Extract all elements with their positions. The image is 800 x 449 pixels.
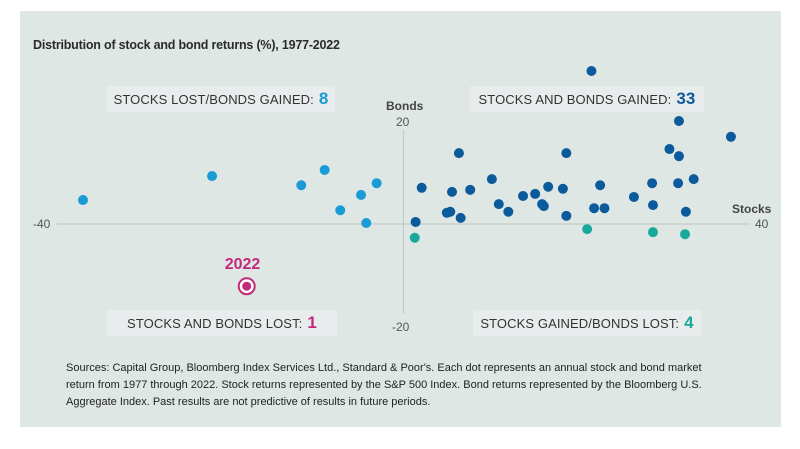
data-point <box>486 174 497 185</box>
data-point <box>207 171 218 182</box>
data-point <box>561 148 572 159</box>
data-point <box>586 66 597 76</box>
data-point <box>453 148 464 159</box>
data-point <box>518 190 529 201</box>
data-point <box>664 144 675 155</box>
data-point <box>543 181 554 192</box>
quadrant-label-text: STOCKS AND BONDS LOST: <box>127 315 303 331</box>
data-point <box>599 203 610 214</box>
y-tick-label: -20 <box>392 320 410 334</box>
data-point <box>680 229 691 240</box>
quadrant-label-text: STOCKS LOST/BONDS GAINED: <box>113 91 314 107</box>
data-point <box>538 201 549 212</box>
quadrant-label-text: STOCKS GAINED/BONDS LOST: <box>480 315 680 331</box>
quadrant-label-top-right: STOCKS AND BONDS GAINED: 33 <box>470 86 704 112</box>
x-tick-label: -40 <box>33 217 51 231</box>
data-point <box>409 232 420 243</box>
data-point <box>589 203 600 214</box>
data-points <box>77 66 736 296</box>
data-point <box>416 182 427 193</box>
data-point <box>493 199 504 210</box>
quadrant-label-bottom-left: STOCKS AND BONDS LOST: 1 <box>107 310 337 336</box>
footnote: Sources: Capital Group, Bloomberg Index … <box>66 362 702 408</box>
data-point <box>680 206 691 217</box>
data-point <box>335 205 346 216</box>
x-axis-title: Stocks <box>732 202 772 216</box>
chart-title: Distribution of stock and bond returns (… <box>33 38 340 52</box>
data-point <box>557 183 568 194</box>
quadrant-label-text: STOCKS AND BONDS GAINED: <box>478 91 672 107</box>
quadrant-count: 8 <box>318 89 329 108</box>
data-point <box>688 174 699 185</box>
data-point <box>503 206 514 217</box>
data-point <box>595 180 606 191</box>
data-point <box>371 178 382 189</box>
x-tick-label: 40 <box>755 217 769 231</box>
data-point <box>647 227 658 238</box>
data-point <box>673 151 684 162</box>
data-point <box>673 115 684 126</box>
data-point <box>445 206 456 217</box>
y-tick-label: 20 <box>396 115 410 129</box>
data-point <box>582 224 593 235</box>
quadrant-count: 1 <box>307 313 317 332</box>
data-point <box>628 191 639 202</box>
data-point <box>296 180 307 191</box>
data-point <box>410 216 421 227</box>
data-point <box>77 195 88 206</box>
quadrant-label-bottom-right: STOCKS GAINED/BONDS LOST: 4 <box>473 310 701 336</box>
data-point <box>530 188 541 199</box>
data-point <box>465 184 476 195</box>
data-point <box>725 131 736 142</box>
chart-panel <box>20 11 781 427</box>
quadrant-count: 4 <box>684 313 694 332</box>
data-point <box>455 212 466 223</box>
data-point <box>319 164 330 175</box>
quadrant-label-top-left: STOCKS LOST/BONDS GAINED: 8 <box>107 86 335 112</box>
data-point-2022 <box>242 281 252 291</box>
quadrant-count: 33 <box>676 89 696 108</box>
data-point <box>356 189 367 200</box>
data-point <box>647 178 658 189</box>
data-point <box>647 200 658 211</box>
annotation-2022: 2022 <box>224 256 261 274</box>
data-point <box>447 186 458 197</box>
data-point <box>361 217 372 228</box>
data-point <box>673 178 684 189</box>
y-axis-title: Bonds <box>386 99 424 113</box>
data-point <box>561 210 572 221</box>
axes <box>57 130 750 314</box>
